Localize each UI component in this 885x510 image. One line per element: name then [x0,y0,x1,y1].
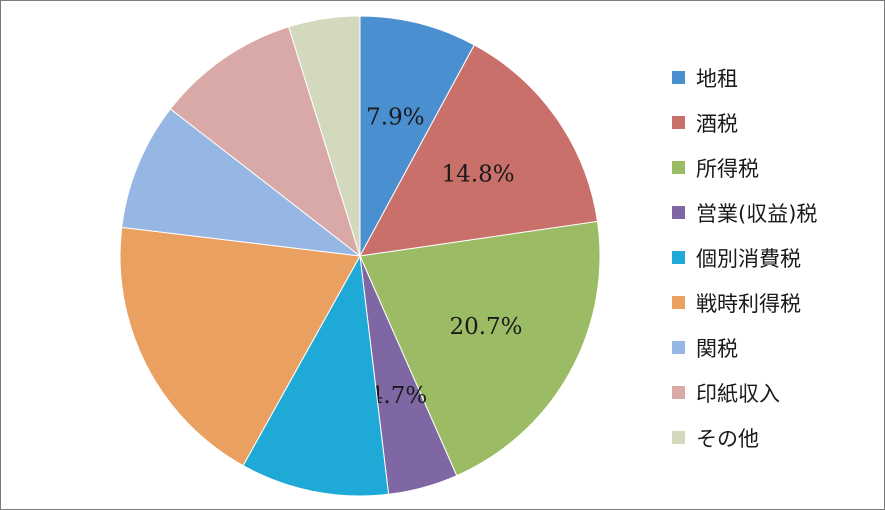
legend-label-chiso: 地租 [696,66,738,91]
legend-swatch-eigyozei [672,206,685,219]
pie-slice-6 [121,108,362,257]
legend-item-kanzei: 関税 [672,325,817,370]
pie-slice-0 [359,15,475,257]
legend-label-kobetsu-shohizei: 個別消費税 [696,246,801,271]
pie-slice-8 [288,15,361,257]
legend-swatch-shotokuzei [672,161,685,174]
pie-slice-label-1: 14.8% [442,162,515,188]
legend-swatch-sonota [672,431,685,444]
legend-item-shotokuzei: 所得税 [672,145,817,190]
legend-item-eigyozei: 営業(収益)税 [672,190,817,235]
legend-item-chiso: 地租 [672,55,817,100]
pie-slice-label-3: 4.7% [369,383,427,409]
legend-label-shuzei: 酒税 [696,111,738,136]
pie-slice-1 [359,44,599,257]
legend-item-sonota: その他 [672,415,817,460]
legend-label-shotokuzei: 所得税 [696,156,759,181]
pie-slice-7 [169,26,361,258]
legend-label-sonota: その他 [696,426,759,451]
legend-swatch-senji-ritokuzei [672,296,685,309]
legend-label-eigyozei: 営業(収益)税 [696,201,818,226]
legend-item-inshi-shunyu: 印紙収入 [672,370,817,415]
pie-slice-label-2: 20.7% [449,314,522,340]
legend-item-senji-ritokuzei: 戦時利得税 [672,280,817,325]
legend-swatch-shuzei [672,116,685,129]
legend-swatch-kobetsu-shohizei [672,251,685,264]
legend-label-inshi-shunyu: 印紙収入 [696,381,780,406]
pie-slice-label-0: 7.9% [366,104,424,130]
legend-item-kobetsu-shohizei: 個別消費税 [672,235,817,280]
chart-legend: 地租 酒税 所得税 営業(収益)税 個別消費税 戦時利得税 関税 印紙収入 その… [672,55,817,460]
legend-swatch-chiso [672,71,685,84]
legend-item-shuzei: 酒税 [672,100,817,145]
pie-slice-2 [359,220,601,477]
legend-swatch-kanzei [672,341,685,354]
legend-label-senji-ritokuzei: 戦時利得税 [696,291,801,316]
legend-swatch-inshi-shunyu [672,386,685,399]
pie-slice-5 [119,226,361,467]
pie-slice-4 [242,254,390,497]
legend-label-kanzei: 関税 [696,336,738,361]
